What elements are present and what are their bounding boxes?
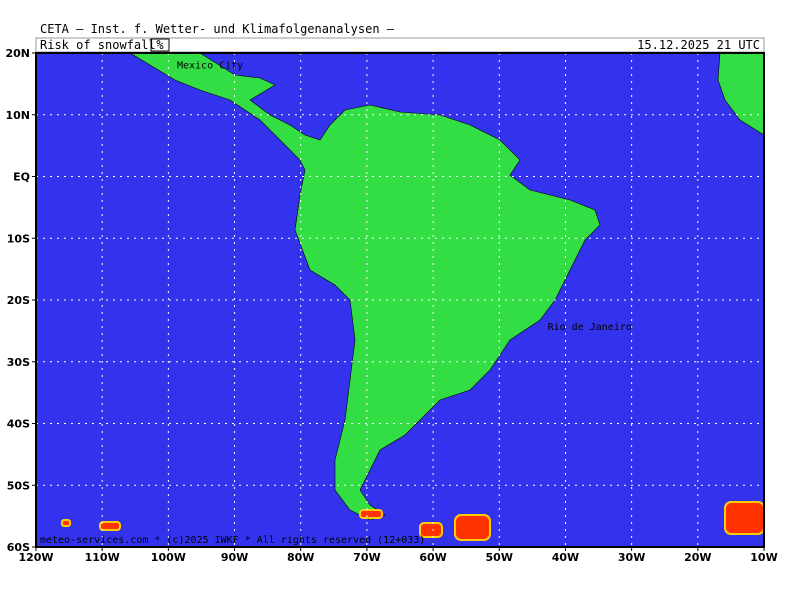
lon-tick-label: 50W — [486, 551, 513, 564]
lat-tick-label: 50S — [7, 479, 30, 492]
lat-tick-label: 30S — [7, 356, 30, 369]
valid-time: 15.12.2025 21 UTC — [637, 38, 760, 52]
lon-tick-label: 120W — [18, 551, 53, 564]
lon-tick-label: 80W — [287, 551, 314, 564]
lon-tick-label: 110W — [85, 551, 120, 564]
snow-risk-area — [61, 501, 765, 541]
unit-box — [150, 38, 170, 52]
lat-tick-label: 10N — [5, 109, 30, 122]
lat-tick-label: EQ — [13, 171, 30, 184]
lon-tick-label: 90W — [221, 551, 248, 564]
parameter-title: Risk of snowfall — [40, 38, 156, 52]
lon-tick-label: 70W — [353, 551, 380, 564]
land — [128, 52, 601, 521]
city-label: Mexico City — [177, 61, 243, 72]
lat-tick-label: 20N — [5, 47, 30, 60]
lon-tick-label: 30W — [618, 551, 645, 564]
lon-tick-label: 40W — [552, 551, 579, 564]
lat-tick-label: 60S — [7, 541, 30, 554]
footer: meteo-services.com * (c)2025 IWKF * All … — [40, 535, 425, 546]
lon-tick-label: 10W — [750, 551, 777, 564]
lon-tick-label: 100W — [151, 551, 186, 564]
lat-tick-label: 20S — [7, 294, 30, 307]
institute-title: CETA — Inst. f. Wetter- und Klimafolgena… — [40, 22, 395, 36]
lat-tick-label: 40S — [7, 418, 30, 431]
lat-tick-label: 10S — [7, 232, 30, 245]
lon-tick-label: 20W — [684, 551, 711, 564]
city-label: Rio de Janeiro — [548, 322, 632, 333]
lon-tick-label: 60W — [419, 551, 446, 564]
unit-label: % — [156, 38, 164, 52]
map-frame — [35, 52, 765, 548]
